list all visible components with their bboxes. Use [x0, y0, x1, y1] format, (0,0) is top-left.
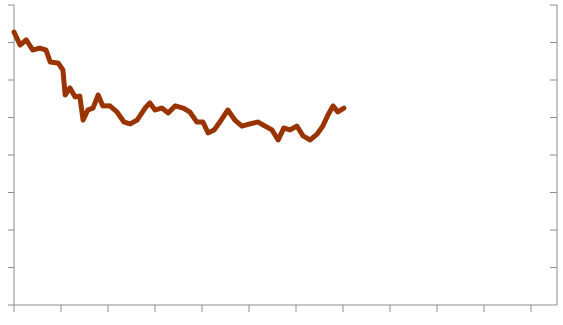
- data-line: [11, 29, 347, 143]
